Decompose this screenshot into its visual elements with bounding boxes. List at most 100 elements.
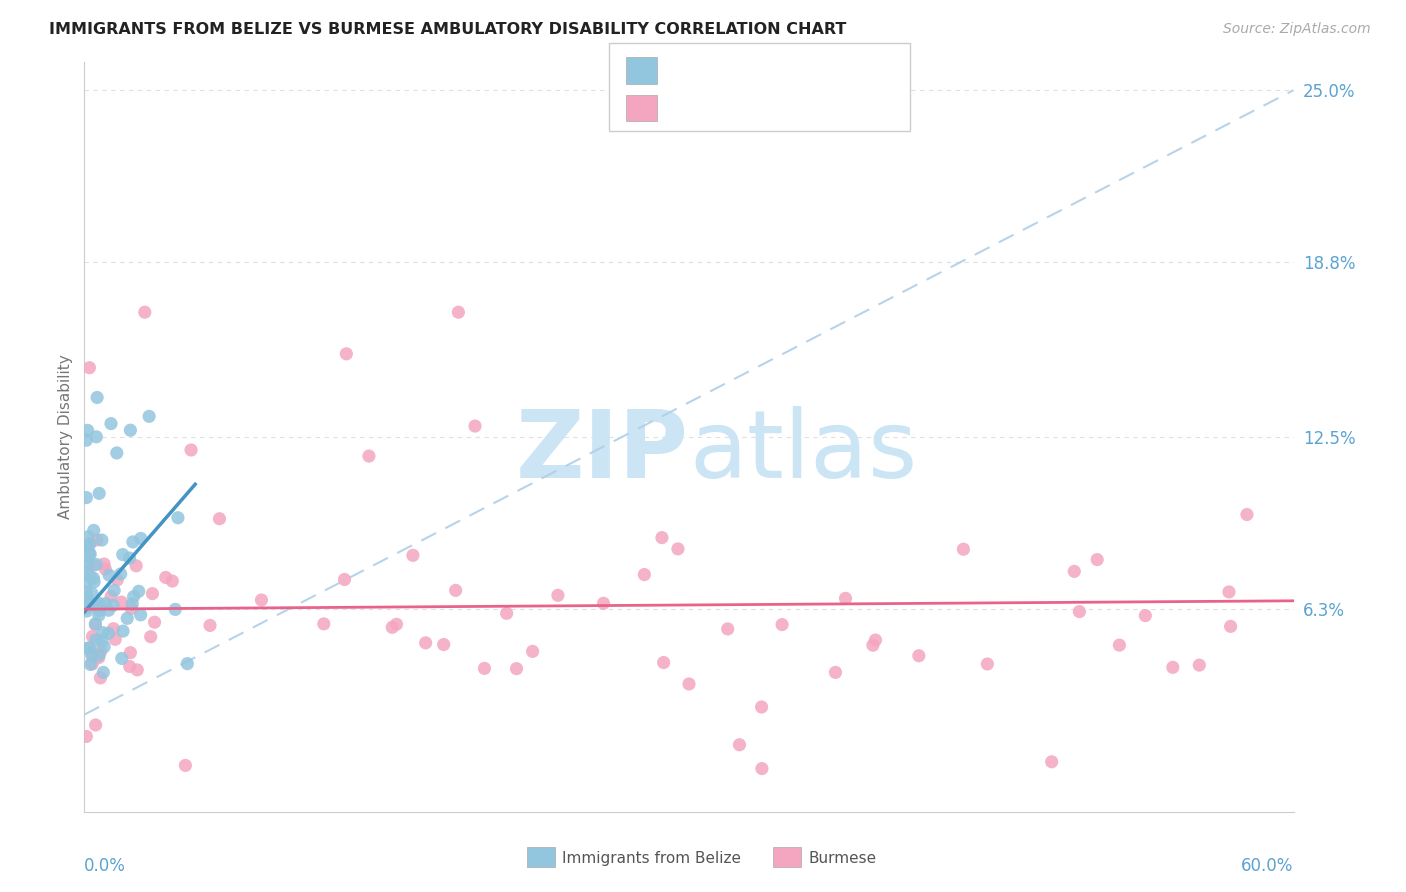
Point	[127, 663, 149, 677]
Point	[84, 558, 107, 572]
Point	[86, 391, 108, 405]
Point	[80, 648, 103, 663]
Point	[77, 598, 100, 612]
Point	[474, 661, 496, 675]
Point	[89, 601, 111, 615]
Point	[118, 659, 141, 673]
Point	[77, 546, 100, 560]
Point	[79, 640, 101, 655]
Point	[1063, 565, 1085, 579]
Point	[120, 646, 142, 660]
Text: Burmese: Burmese	[808, 851, 876, 865]
Y-axis label: Ambulatory Disability: Ambulatory Disability	[58, 355, 73, 519]
Point	[93, 665, 115, 680]
Point	[129, 532, 152, 546]
Point	[100, 417, 122, 431]
Point	[90, 533, 112, 547]
Point	[75, 564, 97, 578]
Point	[94, 597, 117, 611]
Point	[198, 618, 221, 632]
Point	[87, 599, 110, 613]
Point	[678, 677, 700, 691]
Point	[1135, 608, 1157, 623]
Point	[1236, 508, 1258, 522]
Point	[83, 574, 105, 589]
Point	[87, 608, 110, 623]
Point	[415, 636, 437, 650]
Point	[208, 512, 231, 526]
Text: 0.0%: 0.0%	[84, 856, 127, 875]
Point	[75, 600, 97, 615]
Text: Source: ZipAtlas.com: Source: ZipAtlas.com	[1223, 22, 1371, 37]
Point	[592, 596, 614, 610]
Text: IMMIGRANTS FROM BELIZE VS BURMESE AMBULATORY DISABILITY CORRELATION CHART: IMMIGRANTS FROM BELIZE VS BURMESE AMBULA…	[49, 22, 846, 37]
Point	[385, 617, 408, 632]
Point	[84, 718, 107, 732]
Text: N =: N =	[766, 63, 800, 78]
Point	[111, 548, 134, 562]
Point	[76, 543, 98, 558]
Point	[666, 541, 689, 556]
Point	[80, 646, 103, 660]
Point	[174, 758, 197, 772]
Point	[93, 640, 115, 654]
Text: 0.013: 0.013	[699, 101, 747, 115]
Point	[1069, 605, 1091, 619]
Point	[547, 588, 569, 602]
Point	[76, 641, 98, 656]
Point	[115, 611, 138, 625]
Point	[447, 305, 470, 319]
Point	[79, 657, 101, 672]
Point	[75, 576, 97, 591]
Point	[103, 622, 125, 636]
Point	[751, 700, 773, 714]
Point	[98, 568, 121, 582]
Point	[129, 607, 152, 622]
Text: N =: N =	[766, 101, 800, 115]
Point	[90, 644, 112, 658]
Point	[103, 583, 125, 598]
Point	[312, 616, 335, 631]
Point	[76, 591, 98, 606]
Point	[105, 573, 128, 587]
Point	[824, 665, 846, 680]
Point	[834, 591, 856, 606]
Point	[105, 446, 128, 460]
Point	[165, 602, 187, 616]
Point	[86, 533, 108, 547]
Point	[952, 542, 974, 557]
Point	[89, 671, 111, 685]
Point	[1219, 619, 1241, 633]
Text: 60.0%: 60.0%	[1241, 856, 1294, 875]
Point	[77, 549, 100, 564]
Point	[101, 599, 124, 613]
Point	[76, 423, 98, 437]
Point	[121, 597, 143, 611]
Point	[125, 558, 148, 573]
Point	[75, 491, 97, 505]
Point	[122, 590, 145, 604]
Point	[75, 730, 97, 744]
Point	[87, 650, 110, 665]
Point	[91, 625, 114, 640]
Point	[865, 633, 887, 648]
Point	[1161, 660, 1184, 674]
Text: R =: R =	[665, 63, 699, 78]
Point	[104, 632, 127, 647]
Point	[79, 569, 101, 583]
Point	[94, 562, 117, 576]
Point	[522, 644, 544, 658]
Point	[751, 762, 773, 776]
Point	[79, 536, 101, 550]
Point	[335, 347, 357, 361]
Point	[84, 632, 107, 647]
Point	[1040, 755, 1063, 769]
Text: 83: 83	[797, 101, 818, 115]
Point	[110, 566, 132, 581]
Point	[139, 630, 162, 644]
Text: atlas: atlas	[689, 406, 917, 498]
Point	[97, 603, 120, 617]
Point	[84, 617, 107, 632]
Point	[402, 549, 425, 563]
Point	[110, 595, 132, 609]
